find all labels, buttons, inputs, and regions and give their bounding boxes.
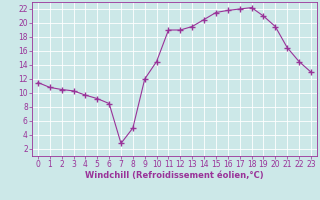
X-axis label: Windchill (Refroidissement éolien,°C): Windchill (Refroidissement éolien,°C) xyxy=(85,171,264,180)
